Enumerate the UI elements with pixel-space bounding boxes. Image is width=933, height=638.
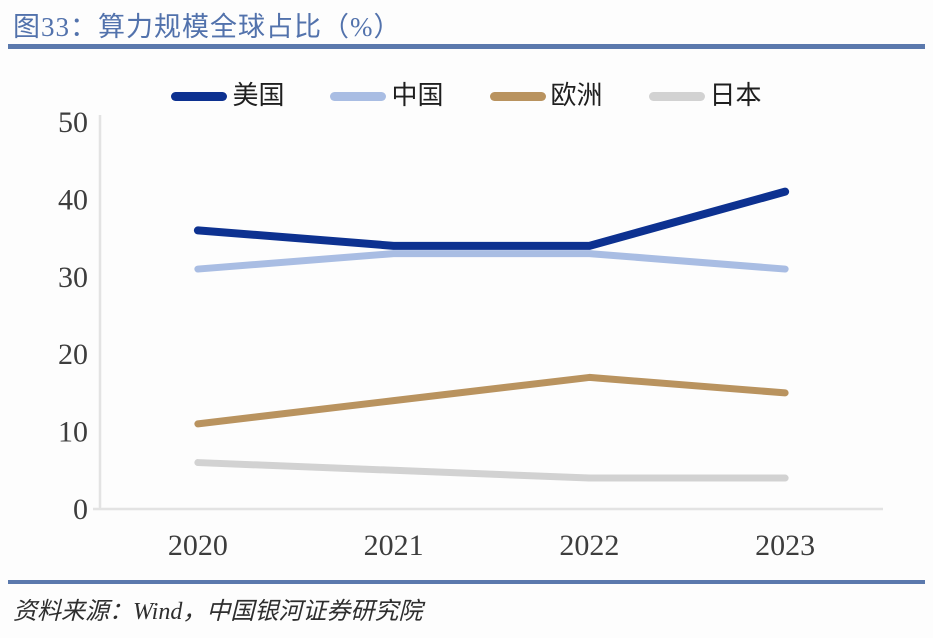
x-tick-label-2022: 2022 <box>559 529 619 562</box>
legend-marker-europe <box>489 91 546 101</box>
legend-label-japan: 日本 <box>709 81 762 110</box>
chart-legend: 美国 中国 欧洲 日本 <box>0 79 933 113</box>
x-tick-label-2023: 2023 <box>755 529 815 562</box>
series-line-china <box>194 250 789 273</box>
y-tick-label-50: 50 <box>58 106 88 139</box>
series-line-usa <box>193 187 790 250</box>
legend-marker-china <box>330 91 387 101</box>
bottom-divider <box>8 580 925 584</box>
legend-item-japan: 日本 <box>648 81 762 110</box>
legend-item-china: 中国 <box>330 81 444 110</box>
y-tick-label-40: 40 <box>58 183 88 216</box>
y-tick-label-30: 30 <box>58 261 88 294</box>
legend-item-usa: 美国 <box>171 83 284 109</box>
legend-label-usa: 美国 <box>232 81 285 110</box>
y-tick-label-20: 20 <box>58 338 88 371</box>
y-tick-label-0: 0 <box>73 493 88 526</box>
legend-label-china: 中国 <box>391 81 444 110</box>
y-tick-label-10: 10 <box>58 416 88 449</box>
legend-label-europe: 欧洲 <box>550 81 603 110</box>
x-tick-label-2020: 2020 <box>168 529 228 562</box>
legend-marker-japan <box>648 91 705 101</box>
series-line-japan <box>194 459 789 482</box>
figure-title: 图33：算力规模全球占比（%） <box>13 12 402 42</box>
top-divider <box>8 44 925 49</box>
source-text: 资料来源：Wind，中国银河证券研究院 <box>13 599 423 625</box>
series-line-europe <box>194 373 789 428</box>
x-tick-label-2021: 2021 <box>364 529 424 562</box>
legend-marker-usa <box>171 91 228 101</box>
legend-item-europe: 欧洲 <box>489 81 603 110</box>
